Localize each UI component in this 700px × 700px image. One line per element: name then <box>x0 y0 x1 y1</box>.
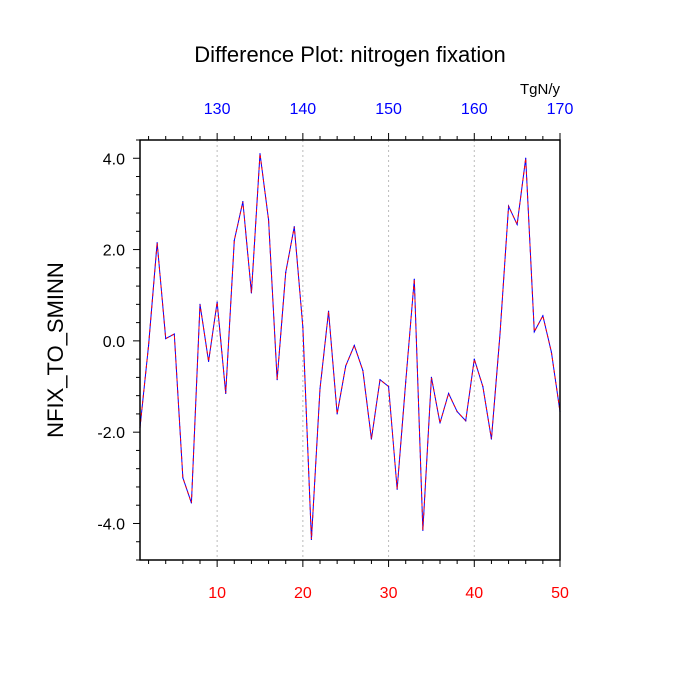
y-tick-label: -2.0 <box>97 425 125 442</box>
data-point <box>259 153 261 155</box>
data-point <box>319 388 321 390</box>
data-point <box>276 379 278 381</box>
data-point <box>362 369 364 372</box>
plot-frame <box>139 139 561 561</box>
data-point <box>285 271 287 273</box>
data-point <box>225 392 227 394</box>
series-line-overlay <box>139 153 561 540</box>
data-point <box>293 226 295 228</box>
x-tick-label-bottom: 20 <box>294 585 312 602</box>
data-point <box>490 438 493 440</box>
data-point <box>302 326 304 328</box>
data-point <box>190 502 193 504</box>
data-point <box>413 278 415 280</box>
data-point <box>379 379 381 381</box>
data-point <box>327 310 330 312</box>
data-point <box>473 358 475 360</box>
data-point <box>156 242 158 244</box>
data-point <box>147 344 150 347</box>
x-tick-label-bottom: 10 <box>208 585 226 602</box>
grid-layer <box>216 140 475 560</box>
data-point <box>233 239 235 242</box>
data-point <box>267 219 270 221</box>
y-tick-label: -4.0 <box>97 516 125 533</box>
x-tick-label-top: 140 <box>290 101 317 118</box>
chart-title: Difference Plot: nitrogen fixation <box>194 42 505 67</box>
data-point <box>250 292 253 294</box>
data-point <box>182 477 184 479</box>
series-layer <box>139 153 561 541</box>
x-tick-label-top: 130 <box>204 101 231 118</box>
data-point <box>345 365 347 367</box>
data-point <box>533 331 535 333</box>
data-point <box>173 333 175 335</box>
data-point <box>422 529 424 531</box>
data-point <box>542 315 544 317</box>
data-point <box>242 201 244 203</box>
data-point <box>165 337 167 340</box>
y-tick-label: 0.0 <box>103 334 125 351</box>
data-point <box>207 360 210 363</box>
data-point <box>370 438 373 440</box>
data-point <box>439 422 441 424</box>
data-point <box>199 303 201 305</box>
data-point <box>525 157 527 159</box>
x-tick-label-top: 160 <box>461 101 488 118</box>
data-point <box>447 392 450 394</box>
data-point <box>353 344 355 347</box>
y-tick-label: 2.0 <box>103 243 125 260</box>
data-point <box>482 385 484 388</box>
y-tick-label: 4.0 <box>103 151 125 168</box>
data-point <box>387 385 390 388</box>
x-tick-label-bottom: 50 <box>551 585 569 602</box>
data-point <box>405 381 407 383</box>
data-point <box>507 205 510 207</box>
top-axis-unit: TgN/y <box>520 81 561 98</box>
data-point <box>465 420 467 422</box>
x-tick-label-bottom: 40 <box>465 585 483 602</box>
data-point <box>430 376 433 378</box>
x-tick-label-top: 170 <box>547 101 574 118</box>
axis-layer: 4.0 2.0 0.0 -2.0 -4.0 10 20 30 40 50 130 140 150 160 1… <box>97 101 573 602</box>
data-point <box>336 413 338 415</box>
data-point <box>456 411 458 413</box>
data-point <box>550 351 553 353</box>
x-tick-label-bottom: 30 <box>380 585 398 602</box>
x-tick-label-top: 150 <box>375 101 402 118</box>
data-point <box>310 538 313 541</box>
data-point <box>396 488 398 490</box>
data-point <box>516 223 518 226</box>
y-axis-label: NFIX_TO_SMINN <box>43 262 68 438</box>
data-point <box>499 333 501 335</box>
data-point <box>216 301 218 303</box>
series-line <box>139 153 561 540</box>
